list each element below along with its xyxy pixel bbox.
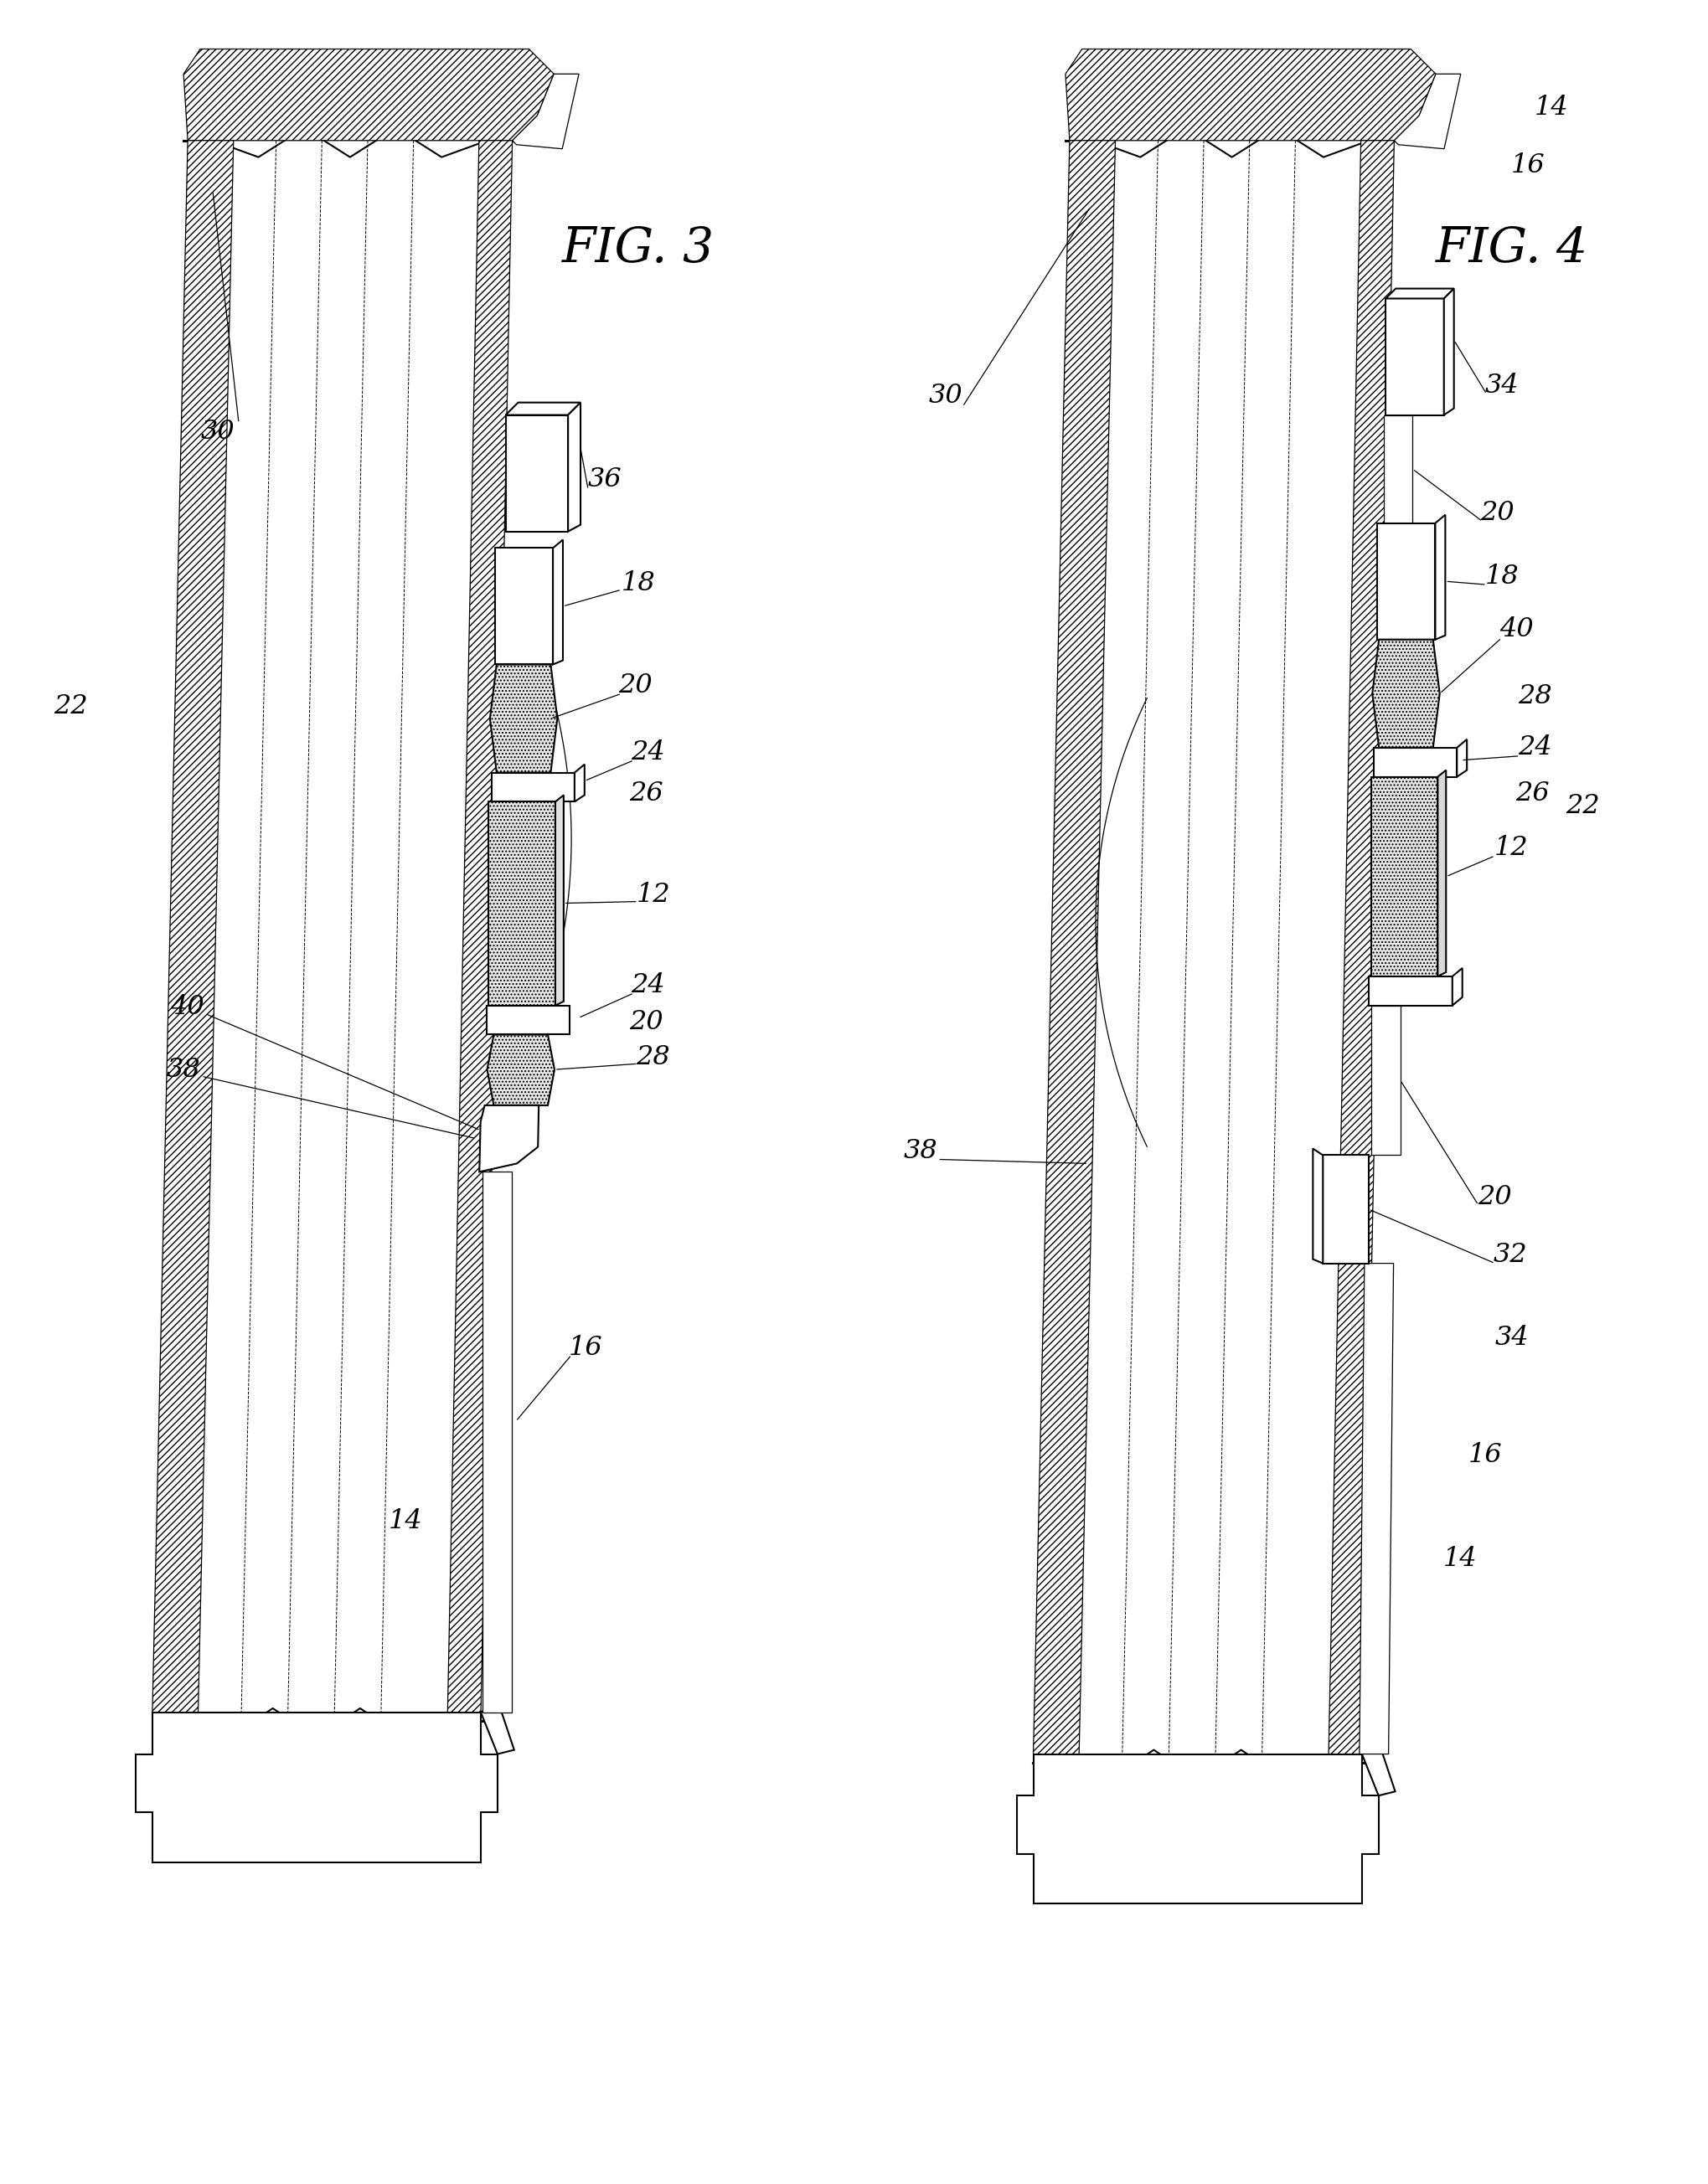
Text: 14: 14 [1534,94,1568,120]
Polygon shape [480,1105,538,1173]
Polygon shape [567,402,581,531]
Polygon shape [1033,140,1115,1754]
Text: 30: 30 [929,382,963,408]
Polygon shape [1435,515,1445,640]
Text: 24: 24 [630,972,664,998]
Polygon shape [487,1005,569,1035]
Text: 14: 14 [388,1509,422,1533]
Polygon shape [1361,1741,1394,1795]
Text: 22: 22 [1565,793,1599,819]
Polygon shape [447,140,512,1712]
Text: 38: 38 [166,1057,200,1083]
Text: 20: 20 [1479,500,1513,526]
Polygon shape [555,795,564,1005]
Text: 26: 26 [1515,780,1549,806]
Polygon shape [183,48,553,140]
Text: 20: 20 [618,673,652,699]
Polygon shape [1436,771,1445,976]
Text: 24: 24 [1517,734,1551,760]
Text: 28: 28 [635,1044,670,1070]
Polygon shape [512,74,579,149]
Polygon shape [1377,524,1435,640]
Polygon shape [574,764,584,802]
Text: 36: 36 [588,465,622,491]
Polygon shape [488,802,555,1005]
Polygon shape [1443,288,1454,415]
Text: 32: 32 [1493,1243,1527,1269]
Polygon shape [1385,288,1454,299]
Text: 34: 34 [1494,1326,1529,1352]
Text: FIG. 4: FIG. 4 [1435,225,1587,273]
Text: 12: 12 [1494,834,1529,860]
Polygon shape [1360,1262,1392,1754]
Polygon shape [506,415,567,531]
Text: 34: 34 [1484,373,1518,400]
Polygon shape [1312,1149,1322,1262]
Text: 22: 22 [53,692,87,719]
Polygon shape [1372,640,1440,747]
Text: FIG. 3: FIG. 3 [562,225,714,273]
Polygon shape [1373,747,1457,778]
Polygon shape [492,773,574,802]
Polygon shape [490,664,557,773]
Text: 16: 16 [1510,153,1544,179]
Polygon shape [1329,140,1394,1754]
Polygon shape [1368,976,1452,1005]
Polygon shape [1064,48,1435,140]
Polygon shape [1322,1155,1368,1262]
Polygon shape [482,1173,511,1712]
Polygon shape [1370,778,1436,976]
Text: 40: 40 [171,994,205,1020]
Text: 18: 18 [620,570,654,596]
Polygon shape [494,548,553,664]
Polygon shape [1370,1005,1399,1155]
Text: 30: 30 [202,419,236,446]
Text: 16: 16 [569,1334,603,1361]
Polygon shape [1457,740,1465,778]
Text: 40: 40 [1500,616,1534,642]
Polygon shape [487,1035,553,1105]
Text: 16: 16 [1467,1441,1501,1468]
Polygon shape [1016,1754,1378,1904]
Text: 28: 28 [1517,684,1551,710]
Text: 24: 24 [630,740,664,767]
Text: 20: 20 [1477,1184,1512,1210]
Polygon shape [152,140,234,1712]
Text: 20: 20 [629,1009,663,1035]
Text: 14: 14 [1442,1546,1476,1572]
Text: 26: 26 [629,780,663,806]
Polygon shape [1394,74,1460,149]
Text: 12: 12 [635,882,670,909]
Polygon shape [553,539,562,664]
Polygon shape [1385,299,1443,415]
Text: 38: 38 [904,1138,938,1164]
Polygon shape [506,402,581,415]
Polygon shape [1383,415,1413,524]
Text: 18: 18 [1484,563,1518,590]
Polygon shape [135,1712,497,1863]
Polygon shape [480,1699,514,1754]
Polygon shape [1452,968,1462,1005]
